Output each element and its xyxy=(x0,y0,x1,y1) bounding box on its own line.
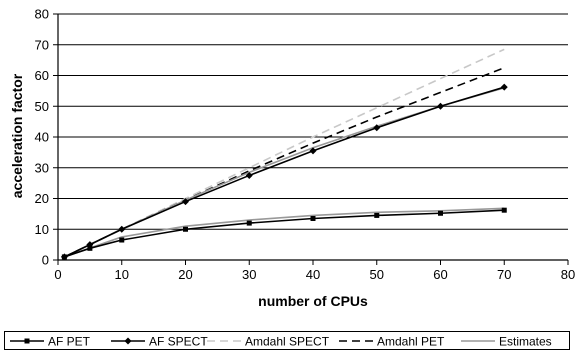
y-tick-label-8: 80 xyxy=(35,7,49,22)
point-af-spect-2 xyxy=(118,225,126,233)
point-af-pet-0 xyxy=(61,254,67,260)
series-af-spect xyxy=(60,83,508,261)
y-tick-label-7: 70 xyxy=(35,37,49,52)
x-tick-label-0: 0 xyxy=(54,267,61,282)
point-af-pet-5 xyxy=(310,215,316,221)
point-af-pet-2 xyxy=(119,237,125,243)
x-tick-label-1: 10 xyxy=(115,267,129,282)
x-tick-label-3: 30 xyxy=(242,267,256,282)
axes xyxy=(53,13,569,265)
series-line-estimate-curve-5 xyxy=(64,207,505,258)
legend-item-af-spect: AF SPECT xyxy=(111,335,208,349)
series-amdahl-spect xyxy=(64,48,505,258)
series-estimate-curve-5 xyxy=(64,207,505,258)
legend-box xyxy=(4,331,570,350)
x-tick-label-2: 20 xyxy=(178,267,192,282)
point-af-spect-7 xyxy=(437,102,444,110)
series-amdahl-pet xyxy=(64,67,505,258)
legend-marker-af-pet xyxy=(24,338,30,344)
y-tick-label-4: 40 xyxy=(35,130,49,145)
point-af-spect-4 xyxy=(245,171,253,179)
point-af-spect-8 xyxy=(500,83,508,91)
legend-item-estimates: Estimates xyxy=(461,335,552,349)
point-af-spect-6 xyxy=(373,124,381,132)
grid-lines xyxy=(58,13,568,230)
point-af-spect-5 xyxy=(309,147,317,155)
x-tick-label-4: 40 xyxy=(306,267,320,282)
legend-label-amdahl-pet: Amdahl PET xyxy=(377,335,445,349)
y-tick-label-3: 30 xyxy=(35,160,49,175)
series-line-estimates xyxy=(64,87,505,258)
x-tick-label-7: 70 xyxy=(497,267,511,282)
point-af-pet-7 xyxy=(438,210,443,216)
legend-label-estimates: Estimates xyxy=(499,335,552,349)
y-axis-title: acceleration factor xyxy=(9,73,25,198)
y-tick-labels: 0 10 20 30 40 50 60 70 80 xyxy=(35,7,49,268)
y-tick-label-1: 10 xyxy=(35,222,49,237)
point-af-spect-3 xyxy=(182,198,189,206)
y-tick-label-6: 60 xyxy=(35,68,49,83)
legend-item-amdahl-spect: Amdahl SPECT xyxy=(207,335,330,349)
legend-marker-af-spect xyxy=(124,337,132,345)
x-tick-label-6: 60 xyxy=(433,267,447,282)
series-line-af-spect xyxy=(64,86,505,258)
x-tick-label-8: 80 xyxy=(561,267,575,282)
legend-label-amdahl-spect: Amdahl SPECT xyxy=(245,335,330,349)
x-tick-label-5: 50 xyxy=(370,267,384,282)
point-af-pet-8 xyxy=(501,207,507,213)
y-tick-label-0: 0 xyxy=(42,253,49,268)
series-layer xyxy=(60,48,508,261)
legend-label-af-pet: AF PET xyxy=(48,335,91,349)
point-af-pet-3 xyxy=(183,226,188,232)
series-line-amdahl-pet xyxy=(64,67,505,258)
legend-item-amdahl-pet: Amdahl PET xyxy=(339,335,445,349)
x-tick-labels: 0 10 20 30 40 50 60 70 80 xyxy=(54,267,575,282)
point-af-pet-4 xyxy=(246,220,252,226)
y-tick-label-2: 20 xyxy=(35,191,49,206)
point-af-pet-6 xyxy=(374,212,380,218)
series-af-pet xyxy=(61,207,507,260)
y-tick-label-5: 50 xyxy=(35,99,49,114)
series-line-amdahl-spect xyxy=(64,48,505,258)
x-axis-title: number of CPUs xyxy=(258,293,368,309)
legend: AF PET AF SPECT Amdahl SPECT Amdahl PET Esti… xyxy=(4,331,570,350)
legend-item-af-pet: AF PET xyxy=(10,335,91,349)
legend-label-af-spect: AF SPECT xyxy=(149,335,208,349)
point-af-pet-1 xyxy=(87,245,93,251)
series-estimates xyxy=(64,87,505,258)
